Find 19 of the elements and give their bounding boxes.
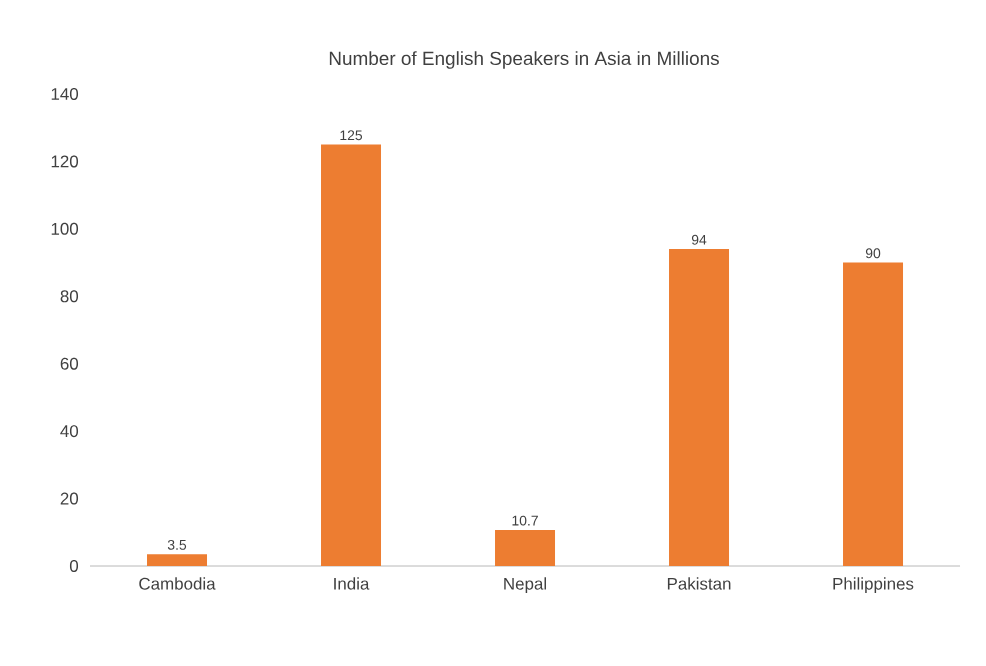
- bar: [843, 262, 904, 566]
- y-tick-label: 60: [60, 357, 79, 370]
- bar: [147, 554, 208, 566]
- chart-title: Number of English Speakers in Asia in Millions: [329, 51, 719, 69]
- bar: [669, 249, 730, 566]
- y-tick-label: 140: [51, 88, 79, 100]
- y-tick-label: 120: [51, 155, 79, 168]
- x-tick-label: India: [334, 577, 370, 590]
- y-tick-label: 80: [60, 290, 79, 303]
- y-tick-label: 0: [69, 560, 79, 572]
- x-tick-label: Nepal: [504, 577, 546, 594]
- x-tick-label: Pakistan: [667, 577, 731, 590]
- y-tick-label: 100: [51, 222, 79, 235]
- x-tick-label: Cambodia: [139, 577, 216, 590]
- y-tick-label: 40: [60, 425, 79, 438]
- x-tick-label: Philippines: [833, 577, 914, 594]
- y-tick-label: 20: [60, 492, 79, 505]
- bar: [321, 144, 382, 566]
- bar: [495, 529, 556, 566]
